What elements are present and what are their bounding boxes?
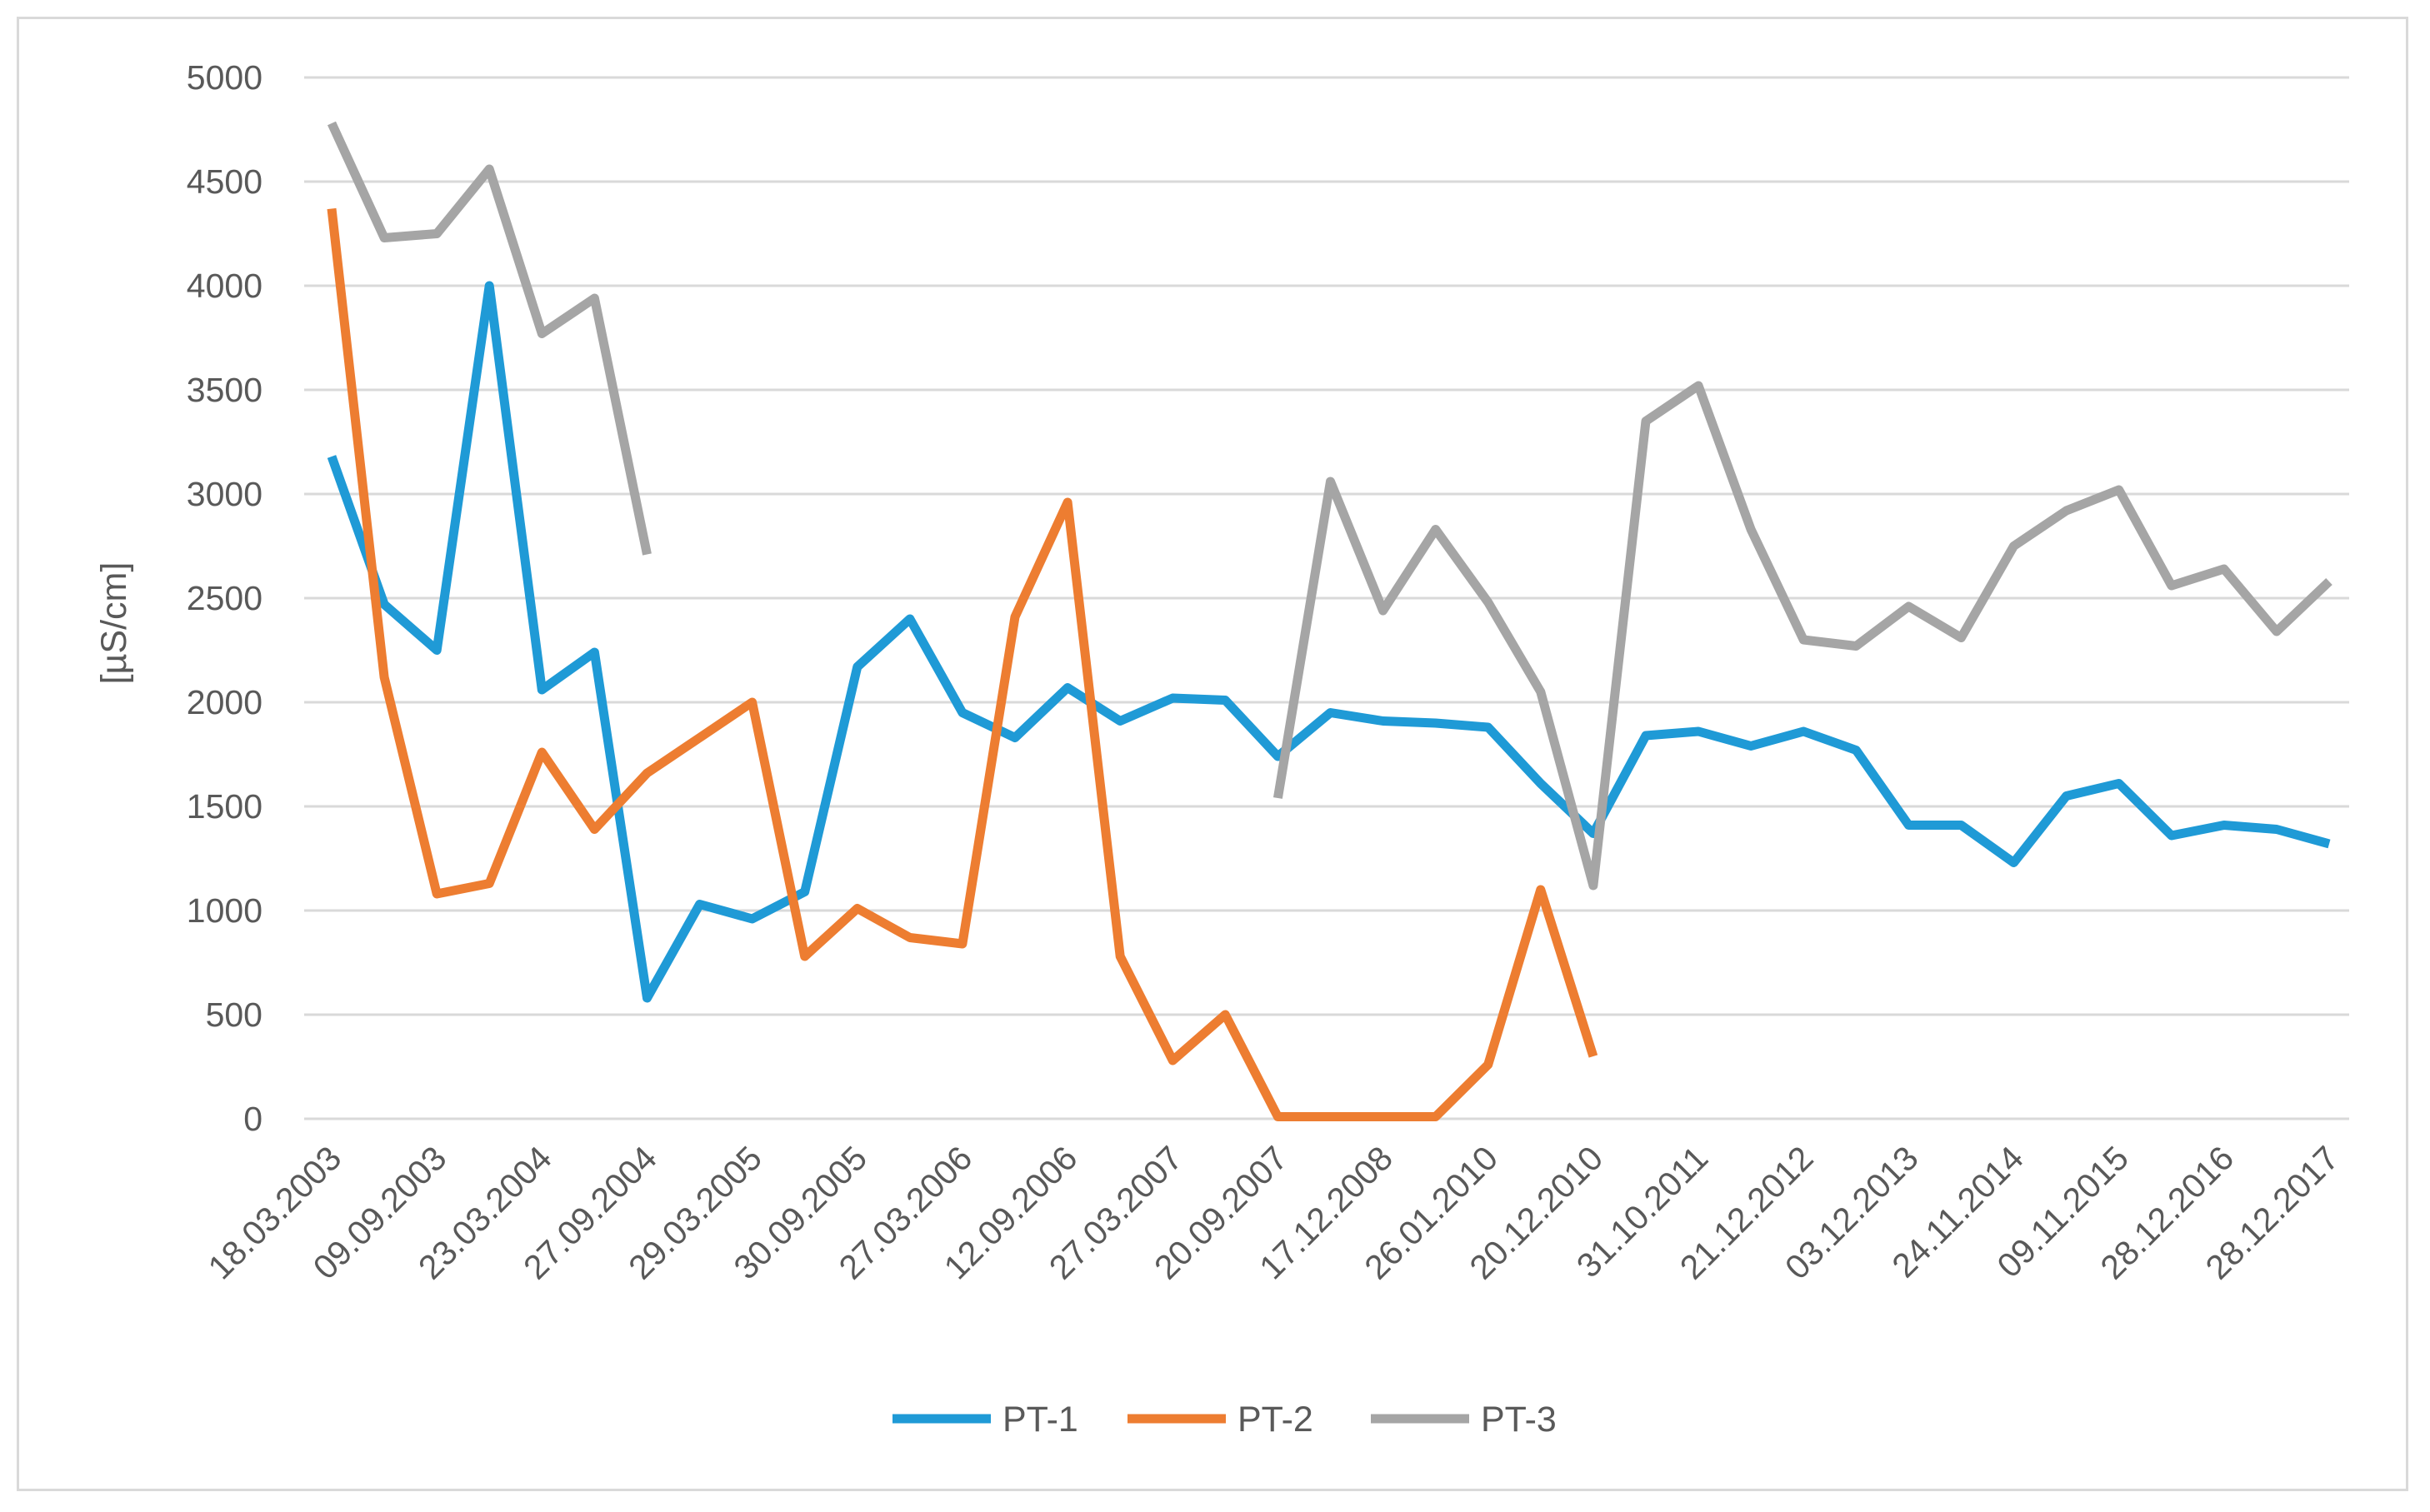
legend-label-pt-3: PT-3 [1481,1400,1557,1440]
legend-label-pt-1: PT-1 [1002,1400,1078,1440]
y-tick-label: 3000 [187,475,262,513]
x-axis-tick-labels: 18.03.200309.09.200323.03.200427.09.2004… [201,1139,2347,1287]
y-tick-label: 1500 [187,787,262,826]
y-tick-label: 4500 [187,162,262,201]
series-lines [327,121,2332,1121]
y-tick-label: 2500 [187,579,262,617]
series-line-pt-3-segment-1 [1272,381,2332,891]
y-axis-tick-labels: 0 500 1000 1500 2000 2500 3000 3500 4000 4500 5000 [187,58,262,1138]
line-chart: 0 500 1000 1500 2000 2500 3000 3500 4000 4500 5000… [94,58,2349,1440]
y-axis-title: [µS/cm] [94,562,134,685]
y-tick-label: 2000 [187,683,262,721]
chart-frame: 0 500 1000 1500 2000 2500 3000 3500 4000 4500 5000… [17,17,2408,1491]
y-tick-label: 500 [206,996,262,1034]
series-pt-2 [327,207,1598,1121]
y-tick-label: 3500 [187,371,262,409]
y-tick-label: 1000 [187,891,262,930]
series-line-pt-2-segment-0 [327,207,1598,1121]
gridlines [304,76,2349,1120]
series-line-pt-1-segment-0 [327,281,2331,1003]
y-tick-label: 4000 [187,267,262,305]
series-line-pt-3-segment-0 [328,121,652,556]
y-tick-label: 5000 [187,58,262,97]
legend-label-pt-2: PT-2 [1238,1400,1313,1440]
series-pt-1 [327,281,2331,1003]
legend: PT-1 PT-2 PT-3 [892,1400,1557,1440]
y-tick-label: 0 [243,1100,262,1138]
series-pt-3 [328,121,2332,891]
